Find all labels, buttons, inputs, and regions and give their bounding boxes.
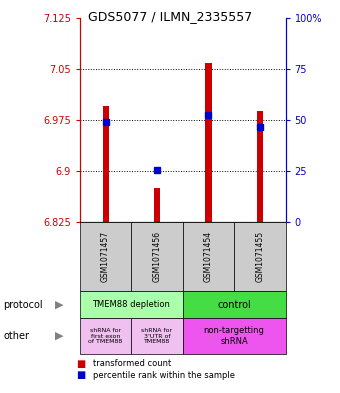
- Text: ▶: ▶: [55, 331, 64, 341]
- Text: GDS5077 / ILMN_2335557: GDS5077 / ILMN_2335557: [88, 10, 252, 23]
- Text: GSM1071456: GSM1071456: [153, 231, 162, 282]
- Text: non-targetting
shRNA: non-targetting shRNA: [204, 326, 265, 346]
- Text: GSM1071454: GSM1071454: [204, 231, 213, 282]
- Text: control: control: [217, 299, 251, 310]
- Text: shRNA for
3'UTR of
TMEM88: shRNA for 3'UTR of TMEM88: [141, 328, 173, 344]
- Text: ■: ■: [76, 370, 86, 380]
- Bar: [205, 63, 211, 222]
- Bar: [103, 106, 109, 222]
- Text: ▶: ▶: [55, 299, 64, 310]
- Text: ■: ■: [76, 358, 86, 369]
- Text: GSM1071457: GSM1071457: [101, 231, 110, 282]
- Text: GSM1071455: GSM1071455: [255, 231, 265, 282]
- Text: shRNA for
first exon
of TMEM88: shRNA for first exon of TMEM88: [88, 328, 123, 344]
- Bar: [257, 111, 263, 222]
- Text: percentile rank within the sample: percentile rank within the sample: [94, 371, 236, 380]
- Bar: [154, 188, 160, 222]
- Text: TMEM88 depletion: TMEM88 depletion: [92, 300, 170, 309]
- Text: transformed count: transformed count: [94, 359, 172, 368]
- Text: protocol: protocol: [3, 299, 43, 310]
- Text: other: other: [3, 331, 29, 341]
